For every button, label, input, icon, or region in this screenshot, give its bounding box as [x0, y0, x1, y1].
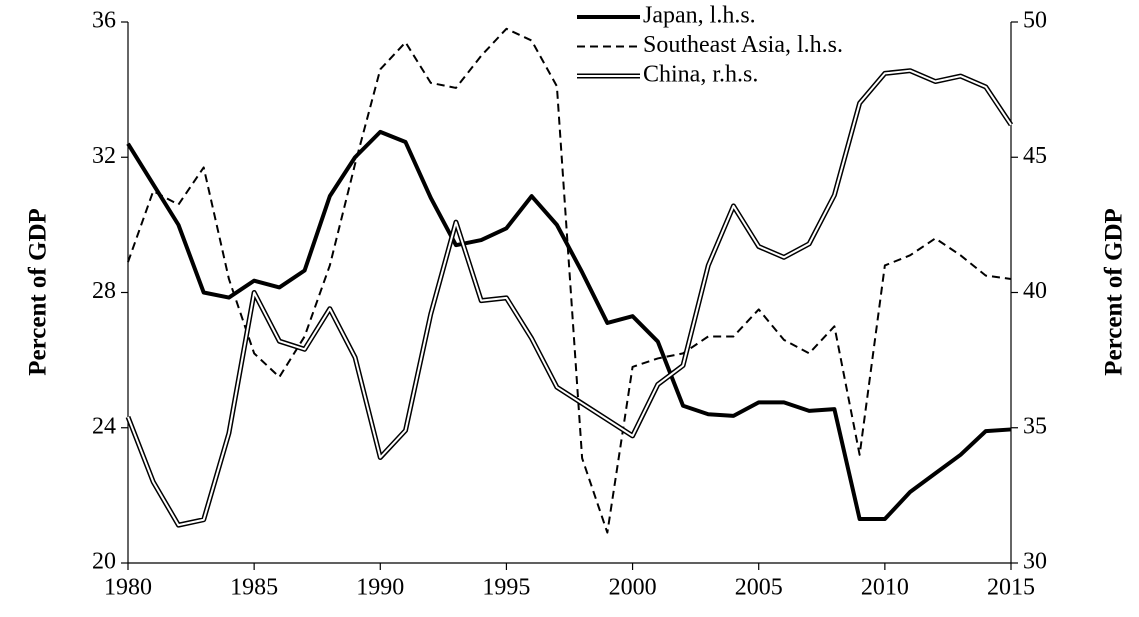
y2-tick-label: 45 — [1023, 143, 1047, 169]
y2-tick-label: 50 — [1023, 8, 1047, 34]
line-series — [127, 27, 1012, 534]
line-series — [125, 68, 1014, 528]
y-tick-label: 32 — [92, 143, 116, 169]
x-tick-label: 1990 — [356, 575, 404, 601]
legend-label: China, r.h.s. — [643, 62, 758, 88]
y-tick-label: 28 — [92, 278, 116, 304]
x-tick-label: 1985 — [230, 575, 278, 601]
x-tick-label: 1995 — [482, 575, 530, 601]
line-series — [126, 129, 1012, 522]
legend-label: Japan, l.h.s. — [643, 3, 756, 29]
y2-axis-label: Percent of GDP — [1101, 208, 1128, 376]
line-series-inner — [127, 69, 1012, 527]
x-tick-label: 1980 — [104, 575, 152, 601]
x-tick-label: 2005 — [735, 575, 783, 601]
x-tick-label: 2015 — [987, 575, 1035, 601]
legend-label: Southeast Asia, l.h.s. — [643, 32, 843, 58]
y-tick-label: 36 — [92, 8, 116, 34]
x-tick-label: 2010 — [861, 575, 909, 601]
y2-tick-label: 40 — [1023, 278, 1047, 304]
y-tick-label: 20 — [92, 549, 116, 575]
x-tick-label: 2000 — [609, 575, 657, 601]
y-axis-label: Percent of GDP — [25, 208, 52, 376]
y2-tick-label: 30 — [1023, 549, 1047, 575]
y2-tick-label: 35 — [1023, 413, 1047, 439]
y-tick-label: 24 — [92, 413, 116, 439]
